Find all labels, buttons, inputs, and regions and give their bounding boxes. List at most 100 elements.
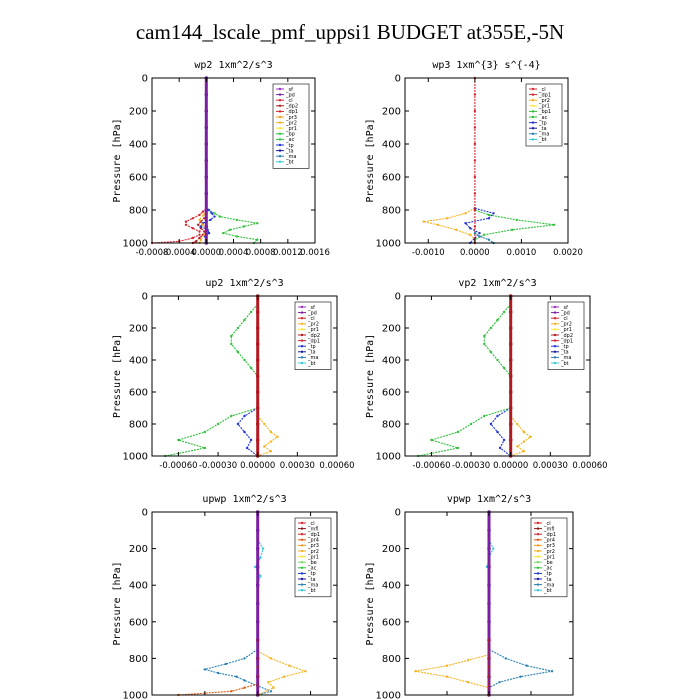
y-tick-label: 1000 [376, 691, 401, 700]
y-tick-label: 200 [382, 324, 401, 335]
x-tick-label: 0.0004 [219, 248, 249, 258]
legend-marker [278, 93, 282, 96]
legend-marker [531, 99, 535, 102]
series-point_pr2 [267, 681, 270, 684]
x-tick-label: 0.0012 [273, 248, 303, 258]
series-point_ac [235, 218, 239, 222]
legend-label: _pd [285, 92, 295, 98]
series-point_pr1 [269, 450, 273, 453]
series-point_ac [496, 358, 499, 362]
y-tick-label: 800 [382, 206, 401, 217]
series-point_pr1 [516, 422, 519, 426]
series-line_ma [202, 648, 273, 696]
series-point_tp [478, 231, 481, 235]
series-point_dp1 [487, 675, 491, 678]
x-tick-label: 0.00060 [319, 461, 354, 471]
legend-label: _be [307, 560, 317, 566]
series-point_cl [255, 326, 260, 330]
x-tick-label: 0.00030 [280, 461, 315, 471]
legend-marker [300, 311, 304, 314]
series-point_ac [230, 334, 233, 338]
series-point_ma [525, 664, 528, 667]
legend-marker [553, 339, 557, 342]
series-point_cl [487, 601, 491, 606]
legend-label: _dp1 [307, 532, 320, 538]
y-tick-label: 400 [129, 581, 148, 592]
panel-title: wp3 1xm^{3} s^{-4} [432, 60, 540, 71]
x-tick-label: 0.00060 [572, 461, 607, 471]
series-point_ma [269, 690, 273, 693]
series-point_ac [256, 222, 259, 225]
legend-label: _pr1 [307, 327, 319, 333]
series-point_cl [255, 528, 260, 533]
series-point_cl [487, 620, 491, 624]
series-point_tp [469, 227, 472, 230]
legend-marker [300, 339, 304, 342]
series-point_pr4 [230, 690, 233, 693]
series-point_tp [249, 438, 253, 442]
y-axis-label: Pressure [hPa] [365, 118, 376, 202]
legend-marker [536, 538, 540, 541]
series-point_dp1 [184, 220, 188, 223]
series-point_ac [243, 318, 246, 322]
series-point_dp2 [177, 438, 180, 442]
series-point_cl [508, 342, 513, 346]
legend-label: _pr2 [538, 98, 550, 104]
x-tick-label: 0.0000 [191, 248, 221, 258]
series-point_dp1 [473, 192, 477, 195]
series-point_tp [492, 212, 495, 215]
series-point_pr1 [199, 238, 203, 241]
series-point_pr2 [455, 228, 458, 231]
series-point_dp1 [198, 233, 201, 236]
series-point_ma [235, 675, 238, 678]
legend-marker [536, 572, 540, 575]
series-point_bt [253, 565, 257, 569]
legend-marker [553, 328, 557, 331]
legend-marker [300, 533, 304, 536]
series-point_tp [243, 414, 246, 418]
x-tick-label: 0.00000 [240, 461, 275, 471]
y-tick-label: 1000 [123, 452, 148, 463]
series-line_dp2 [192, 214, 207, 244]
series-point_ac [510, 228, 514, 231]
panel-title: upwp 1xm^2/s^3 [202, 494, 286, 505]
series-point_dp2 [199, 227, 203, 230]
series-point_dp2 [203, 446, 207, 450]
legend-label: _sf [560, 305, 568, 311]
series-point_ac [236, 326, 240, 330]
series-line_ac [483, 303, 512, 377]
legend-marker [300, 589, 304, 592]
legend-marker [553, 333, 557, 337]
legend-marker [536, 527, 540, 530]
legend-marker [300, 577, 304, 581]
series-point_cl [204, 208, 209, 212]
series-point_cl [255, 546, 260, 551]
legend-label: _ac [538, 115, 548, 121]
legend-label: _pr2 [543, 549, 555, 555]
legend-label: _pr4 [307, 538, 319, 544]
series-point_pr1 [529, 435, 532, 438]
y-tick-label: 200 [129, 544, 148, 555]
legend-marker [536, 583, 540, 586]
y-tick-label: 600 [382, 388, 401, 399]
series-point_cl [255, 583, 260, 587]
series-point_bt [261, 547, 265, 550]
legend-label: _cl [307, 316, 315, 322]
series-point_dp1 [191, 236, 194, 240]
series-point_ma [478, 235, 481, 238]
series-point_dp1 [473, 109, 477, 113]
series-point_pr2 [469, 233, 472, 236]
series-point_cl [487, 528, 491, 533]
legend-marker [278, 99, 282, 102]
series-point_pr2 [445, 217, 449, 220]
series-point_cl [508, 390, 513, 394]
legend-box [272, 83, 310, 169]
series-point_dp1 [473, 126, 477, 129]
legend-label: _pr2 [307, 549, 319, 555]
series-point_pr2 [466, 681, 470, 684]
y-tick-label: 600 [382, 173, 401, 184]
panel-vpwp: vpwp 1xm^2/s^3 Pressure [hPa] 0 200 400 600 80… [365, 494, 574, 700]
series-point_ac [483, 233, 486, 236]
legend-label: _mfl [543, 526, 555, 532]
